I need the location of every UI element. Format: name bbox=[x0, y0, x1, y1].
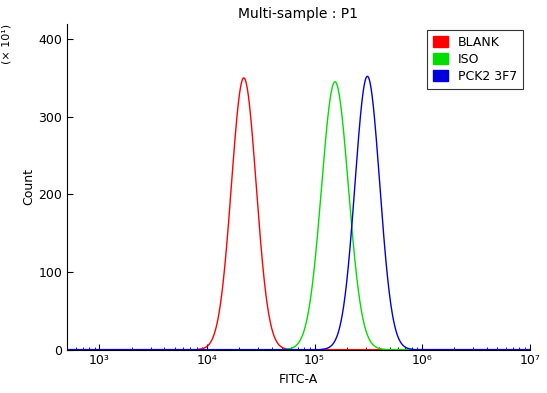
BLANK bbox=[351, 347, 358, 352]
PCK2 3F7 bbox=[134, 347, 141, 352]
Y-axis label: Count: Count bbox=[22, 168, 36, 205]
Title: Multi-sample : P1: Multi-sample : P1 bbox=[238, 7, 358, 21]
ISO bbox=[331, 79, 338, 84]
BLANK bbox=[238, 81, 245, 85]
ISO bbox=[238, 347, 245, 352]
ISO bbox=[377, 347, 384, 351]
Line: BLANK: BLANK bbox=[43, 78, 547, 350]
BLANK bbox=[40, 347, 46, 352]
ISO bbox=[134, 347, 141, 352]
BLANK bbox=[427, 347, 434, 352]
BLANK bbox=[377, 347, 384, 352]
PCK2 3F7 bbox=[351, 191, 358, 195]
PCK2 3F7 bbox=[377, 194, 384, 199]
Line: ISO: ISO bbox=[43, 82, 547, 350]
BLANK bbox=[134, 347, 141, 352]
PCK2 3F7 bbox=[40, 347, 46, 352]
ISO bbox=[427, 347, 434, 352]
X-axis label: FITC-A: FITC-A bbox=[279, 373, 318, 386]
PCK2 3F7 bbox=[364, 74, 371, 79]
PCK2 3F7 bbox=[427, 347, 434, 352]
ISO bbox=[40, 347, 46, 352]
ISO bbox=[467, 347, 473, 352]
PCK2 3F7 bbox=[238, 347, 245, 352]
Text: (× 10¹): (× 10¹) bbox=[2, 24, 12, 64]
Line: PCK2 3F7: PCK2 3F7 bbox=[43, 76, 547, 350]
BLANK bbox=[241, 75, 247, 80]
BLANK bbox=[467, 347, 473, 352]
Legend: BLANK, ISO, PCK2 3F7: BLANK, ISO, PCK2 3F7 bbox=[427, 30, 523, 89]
PCK2 3F7 bbox=[467, 347, 473, 352]
ISO bbox=[351, 253, 358, 258]
